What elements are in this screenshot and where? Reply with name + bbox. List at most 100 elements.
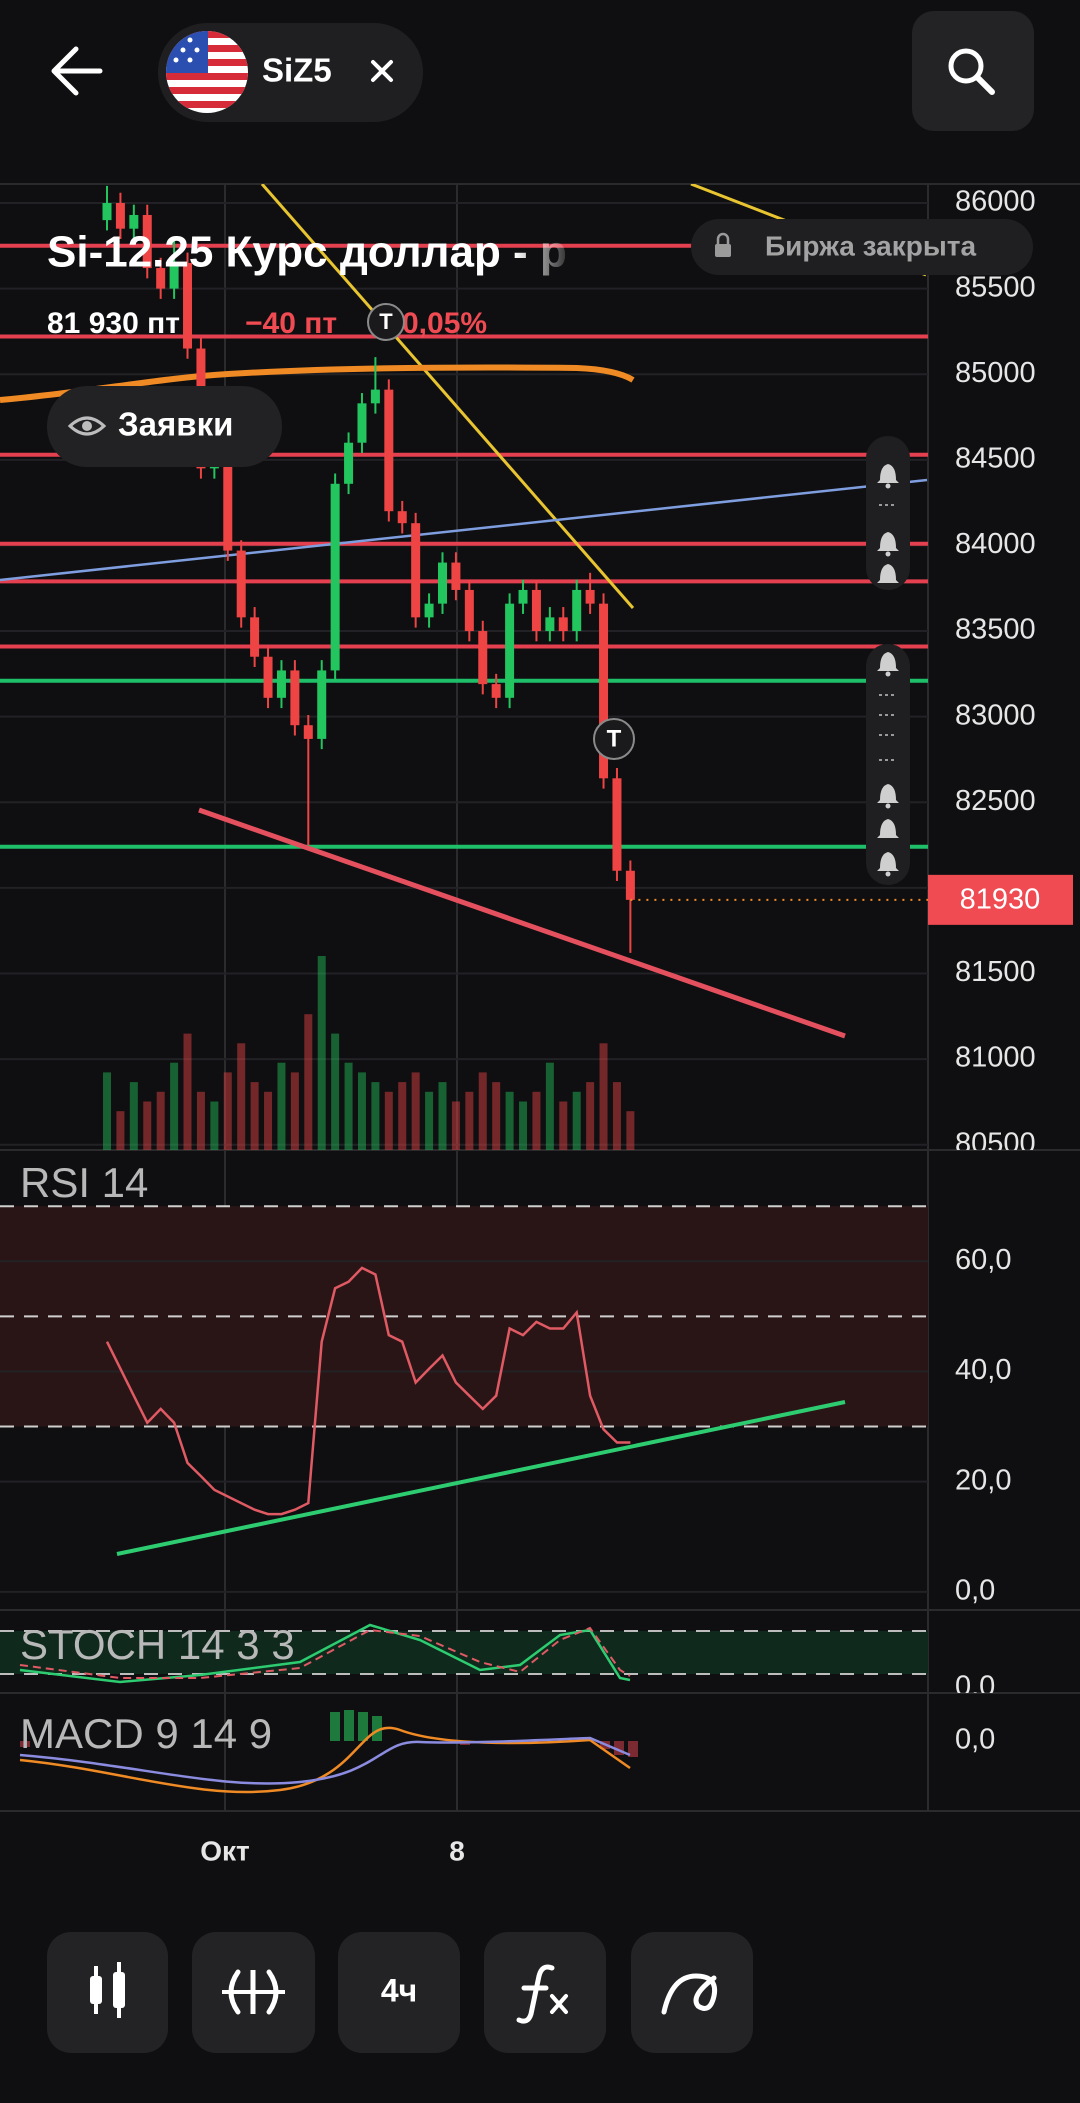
- candle-body: [478, 631, 488, 685]
- status-pill: Биржа закрыта: [691, 219, 1033, 275]
- y-tick-label: 81500: [955, 956, 1036, 988]
- ticker: SiZ5: [262, 52, 332, 89]
- candle-body: [169, 262, 179, 289]
- volume-bar: [183, 1033, 192, 1150]
- trade-marker[interactable]: [367, 303, 405, 341]
- indicators-button[interactable]: [192, 1932, 315, 2053]
- ticker-pill[interactable]: SiZ5: [158, 23, 423, 125]
- volume-bar: [170, 1062, 179, 1150]
- stoch-d: [19, 1626, 631, 1679]
- alerts: [866, 436, 910, 885]
- candle-body: [505, 603, 515, 698]
- volume-bar: [143, 1101, 152, 1150]
- status-text: Биржа закрыта: [765, 230, 976, 261]
- candle-body: [129, 214, 139, 229]
- y-tick-label: 40,0: [955, 1354, 1011, 1386]
- macd-tick-label: 0,0: [955, 1724, 995, 1756]
- candle-body: [236, 550, 246, 618]
- volume-bar: [156, 1091, 165, 1150]
- candle-body: [102, 203, 112, 221]
- candle-body: [612, 778, 622, 871]
- volume-bar: [277, 1062, 286, 1150]
- change: −40 пт: [245, 307, 337, 340]
- rsi-title: RSI 14: [20, 1159, 148, 1206]
- trade-marker[interactable]: [593, 718, 635, 760]
- y-tick-label: 85000: [955, 357, 1036, 389]
- volume-bar: [250, 1082, 259, 1150]
- candle-body: [518, 589, 528, 604]
- volume-bar: [129, 1082, 138, 1150]
- volume-bar: [223, 1072, 232, 1150]
- y-tick-label: 81000: [955, 1042, 1036, 1074]
- flag: [166, 31, 248, 113]
- candle-body: [330, 483, 340, 671]
- candle-body: [142, 214, 152, 269]
- candle-body: [545, 617, 555, 632]
- trend-line: [198, 807, 846, 1039]
- candle-body: [290, 670, 300, 726]
- drawing-button[interactable]: [631, 1932, 753, 2053]
- volume-bar: [505, 1091, 514, 1150]
- candle-body: [424, 603, 434, 618]
- formula-button[interactable]: [484, 1932, 606, 2053]
- trade-marker-label: T: [379, 309, 393, 334]
- stoch-band: [0, 1631, 928, 1674]
- rsi-line: [105, 1266, 631, 1516]
- back-button[interactable]: [51, 46, 103, 96]
- volume-bar: [612, 1082, 621, 1150]
- y-tick-label: 84000: [955, 528, 1036, 560]
- y-tick-label: 82500: [955, 785, 1036, 817]
- orders-label: Заявки: [118, 406, 233, 443]
- volume-bar: [425, 1091, 434, 1150]
- volume-bar: [384, 1091, 393, 1150]
- x-tick-label: 8: [449, 1835, 465, 1866]
- volume-bar: [398, 1082, 407, 1150]
- volume-bar: [237, 1043, 246, 1150]
- orders-button[interactable]: Заявки: [47, 386, 282, 467]
- candle-body: [357, 403, 367, 443]
- candle-body: [397, 511, 407, 524]
- grid: [0, 202, 928, 1146]
- interval-button[interactable]: 4ч: [338, 1932, 460, 2053]
- candle-body: [625, 870, 635, 900]
- y-tick-label: 86000: [955, 186, 1036, 218]
- interval-label: 4ч: [381, 1972, 417, 2008]
- close-icon[interactable]: [371, 60, 393, 82]
- trend-line: [260, 184, 635, 609]
- x-tick-label: Окт: [200, 1835, 250, 1866]
- volume-bar: [411, 1072, 420, 1150]
- volume-bar: [196, 1091, 205, 1150]
- change-percent: 0,05%: [402, 307, 487, 340]
- candle-body: [531, 589, 541, 632]
- volume-bar: [371, 1082, 380, 1150]
- volume-bar: [559, 1101, 568, 1150]
- chart-type-button[interactable]: [47, 1932, 168, 2053]
- stoch-title: STOCH 14 3 3: [20, 1621, 295, 1668]
- volume-bar: [116, 1111, 125, 1150]
- volume-bar: [626, 1111, 635, 1150]
- candle-body: [344, 442, 354, 484]
- candle-body: [585, 589, 595, 604]
- volume-bar: [304, 1014, 313, 1150]
- candle-body: [411, 523, 421, 618]
- candle-body: [223, 463, 233, 551]
- macd-histogram: [330, 1710, 382, 1741]
- search-button[interactable]: [912, 11, 1034, 131]
- rsi-trend-line: [116, 1400, 846, 1556]
- volume-bar: [532, 1091, 541, 1150]
- volume-bar: [344, 1062, 353, 1150]
- volume-bar: [465, 1091, 474, 1150]
- candle-body: [183, 262, 193, 349]
- volume-bar: [478, 1072, 487, 1150]
- candle-body: [558, 617, 568, 632]
- volume-bar: [264, 1091, 273, 1150]
- candle-body: [303, 725, 313, 739]
- macd-title: MACD 9 14 9: [20, 1710, 272, 1757]
- candle-body: [491, 684, 501, 698]
- volume-bar: [438, 1082, 447, 1150]
- last-price: 81930: [630, 874, 1073, 925]
- volume-bar: [599, 1043, 608, 1150]
- volume-bar: [492, 1082, 501, 1150]
- volume-bar: [290, 1072, 299, 1150]
